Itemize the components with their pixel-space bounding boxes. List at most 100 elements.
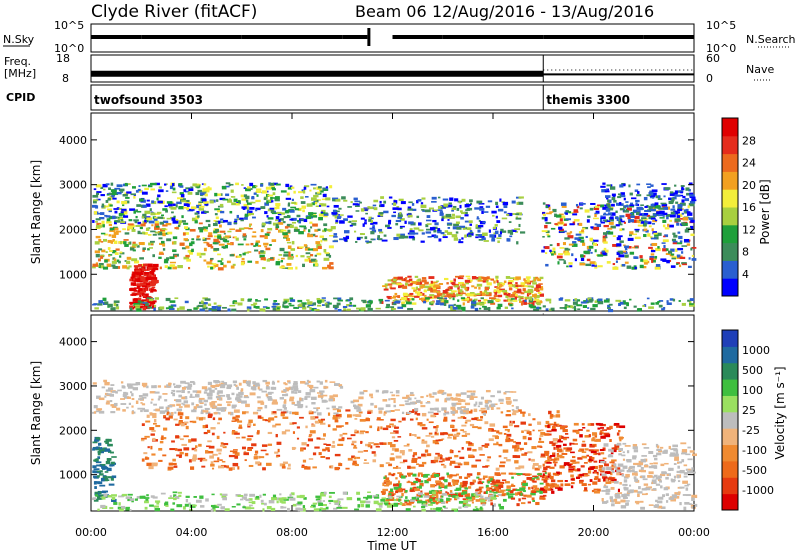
range-cell bbox=[424, 285, 430, 289]
range-cell bbox=[555, 414, 561, 418]
range-cell bbox=[531, 446, 537, 450]
range-cell bbox=[462, 302, 465, 306]
range-cell bbox=[508, 472, 513, 475]
cpid-label: CPID bbox=[6, 91, 35, 104]
range-cell bbox=[479, 454, 485, 456]
range-cell bbox=[681, 452, 686, 455]
range-cell bbox=[209, 455, 214, 459]
range-cell bbox=[527, 451, 533, 454]
range-cell bbox=[103, 475, 108, 479]
range-cell bbox=[624, 247, 628, 251]
range-cell bbox=[178, 421, 183, 425]
range-cell bbox=[184, 452, 189, 457]
range-cell bbox=[286, 262, 292, 266]
range-cell bbox=[419, 482, 424, 487]
range-cell bbox=[136, 210, 142, 213]
range-cell bbox=[617, 235, 623, 238]
range-cell bbox=[527, 501, 532, 504]
range-cell bbox=[571, 243, 578, 247]
range-cell bbox=[113, 302, 117, 307]
range-cell bbox=[100, 447, 103, 450]
range-cell bbox=[580, 202, 586, 205]
range-cell bbox=[109, 227, 114, 231]
range-cell bbox=[212, 263, 217, 266]
range-cell bbox=[210, 427, 216, 430]
range-cell bbox=[481, 210, 484, 214]
range-cell bbox=[472, 396, 478, 398]
range-cell bbox=[674, 492, 681, 496]
range-cell bbox=[474, 286, 477, 289]
range-cell bbox=[309, 430, 316, 434]
range-cell bbox=[184, 404, 190, 408]
range-cell bbox=[300, 380, 306, 384]
range-cell bbox=[390, 488, 394, 492]
range-cell bbox=[662, 239, 669, 243]
range-cell bbox=[565, 218, 571, 221]
range-cell bbox=[181, 247, 187, 250]
range-cell bbox=[190, 241, 195, 245]
range-cell bbox=[171, 217, 176, 221]
range-cell bbox=[141, 191, 148, 195]
range-cell bbox=[489, 490, 495, 493]
range-cell bbox=[254, 450, 259, 454]
range-cell bbox=[541, 216, 548, 220]
range-cell bbox=[469, 496, 476, 500]
range-cell bbox=[620, 218, 623, 222]
range-cell bbox=[682, 494, 687, 496]
range-cell bbox=[189, 420, 194, 423]
range-cell bbox=[416, 413, 421, 416]
range-cell bbox=[246, 202, 252, 205]
range-cell bbox=[189, 395, 193, 398]
range-cell bbox=[518, 465, 525, 469]
range-cell bbox=[666, 216, 669, 220]
range-cell bbox=[457, 493, 464, 498]
range-cell bbox=[343, 308, 347, 311]
range-cell bbox=[390, 418, 396, 422]
range-cell bbox=[159, 266, 162, 270]
range-cell bbox=[421, 197, 426, 200]
range-cell bbox=[503, 205, 508, 209]
range-cell bbox=[288, 302, 292, 305]
range-cell bbox=[188, 459, 192, 463]
range-cell bbox=[148, 220, 155, 224]
range-cell bbox=[144, 457, 150, 460]
range-cell bbox=[441, 476, 445, 480]
range-cell bbox=[475, 459, 482, 462]
range-cell bbox=[654, 219, 658, 222]
range-cell bbox=[162, 224, 168, 227]
range-cell bbox=[282, 267, 289, 269]
range-cell bbox=[426, 215, 431, 218]
range-cell bbox=[679, 240, 683, 243]
range-cell bbox=[273, 300, 278, 302]
range-cell bbox=[223, 264, 227, 268]
range-cell bbox=[102, 297, 107, 301]
range-cell bbox=[597, 254, 604, 257]
range-cell bbox=[253, 302, 258, 305]
range-cell bbox=[435, 502, 439, 504]
range-cell bbox=[101, 241, 104, 243]
range-cell bbox=[417, 472, 423, 475]
range-cell bbox=[217, 390, 223, 394]
range-cell bbox=[592, 432, 597, 435]
range-cell bbox=[663, 244, 666, 249]
range-cell bbox=[540, 455, 546, 458]
range-cell bbox=[557, 487, 563, 491]
range-cell bbox=[291, 198, 294, 201]
range-cell bbox=[425, 297, 430, 300]
range-cell bbox=[670, 211, 675, 215]
range-cell bbox=[624, 205, 629, 208]
range-cell bbox=[262, 419, 268, 421]
range-cell bbox=[385, 224, 390, 228]
range-cell bbox=[691, 254, 694, 257]
range-cell bbox=[131, 411, 134, 415]
range-cell bbox=[208, 445, 215, 449]
range-cell bbox=[93, 411, 96, 414]
range-cell bbox=[275, 196, 280, 200]
range-cell bbox=[432, 440, 439, 444]
range-cell bbox=[482, 221, 486, 224]
range-cell bbox=[623, 476, 629, 479]
range-cell bbox=[201, 211, 207, 214]
range-cell bbox=[217, 260, 223, 263]
range-cell bbox=[383, 288, 389, 291]
range-cell bbox=[289, 224, 294, 229]
